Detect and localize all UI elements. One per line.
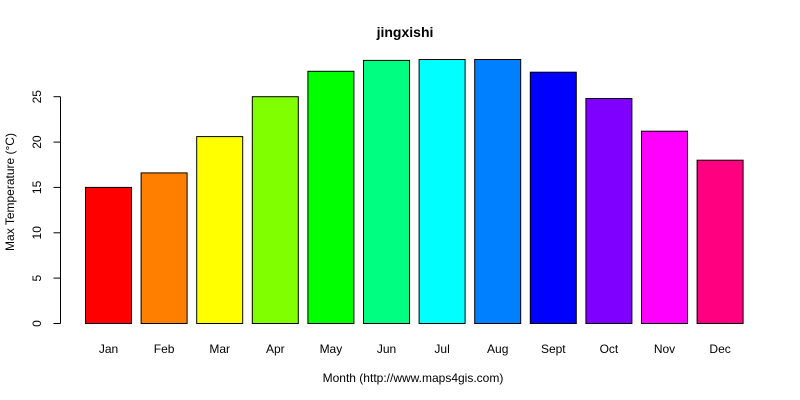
y-tick-label-0: 0	[30, 320, 44, 327]
x-tick-label-jan: Jan	[99, 342, 118, 356]
bar-dec	[696, 159, 744, 324]
x-tick-label-jul: Jul	[434, 342, 449, 356]
y-tick-label-10: 10	[30, 226, 44, 240]
x-tick-label-mar: Mar	[209, 342, 230, 356]
bars-group	[85, 59, 744, 325]
x-tick-label-aug: Aug	[487, 342, 508, 356]
x-axis-label: Month (http://www.maps4gis.com)	[323, 371, 504, 385]
bar-feb	[140, 172, 188, 324]
x-tick-label-dec: Dec	[709, 342, 730, 356]
x-tick-label-feb: Feb	[154, 342, 175, 356]
bar-may	[307, 70, 355, 324]
y-tick-label-15: 15	[30, 180, 44, 194]
bar-oct	[585, 98, 633, 324]
bar-aug	[474, 59, 522, 324]
y-axis: 0 5 10 15 20 25	[30, 90, 61, 327]
x-tick-label-jun: Jun	[377, 342, 396, 356]
x-tick-label-oct: Oct	[600, 342, 619, 356]
x-tick-label-nov: Nov	[654, 342, 675, 356]
x-tick-labels: Jan Feb Mar Apr May Jun Jul Aug Sept Oct Nov Dec	[99, 342, 731, 356]
x-tick-label-may: May	[320, 342, 343, 356]
y-axis-label: Max Temperature (°C)	[3, 133, 17, 251]
bar-jul	[418, 59, 466, 324]
y-tick-label-20: 20	[30, 135, 44, 149]
y-tick-label-5: 5	[30, 274, 44, 281]
bar-sept	[529, 71, 577, 324]
x-tick-label-sept: Sept	[541, 342, 566, 356]
bar-jan	[85, 186, 132, 324]
bar-nov	[641, 130, 688, 324]
bar-apr	[251, 96, 299, 324]
bar-jun	[363, 59, 410, 325]
bar-mar	[196, 136, 244, 324]
y-tick-label-25: 25	[30, 90, 44, 104]
chart-title: jingxishi	[376, 24, 434, 40]
x-tick-label-apr: Apr	[266, 342, 285, 356]
